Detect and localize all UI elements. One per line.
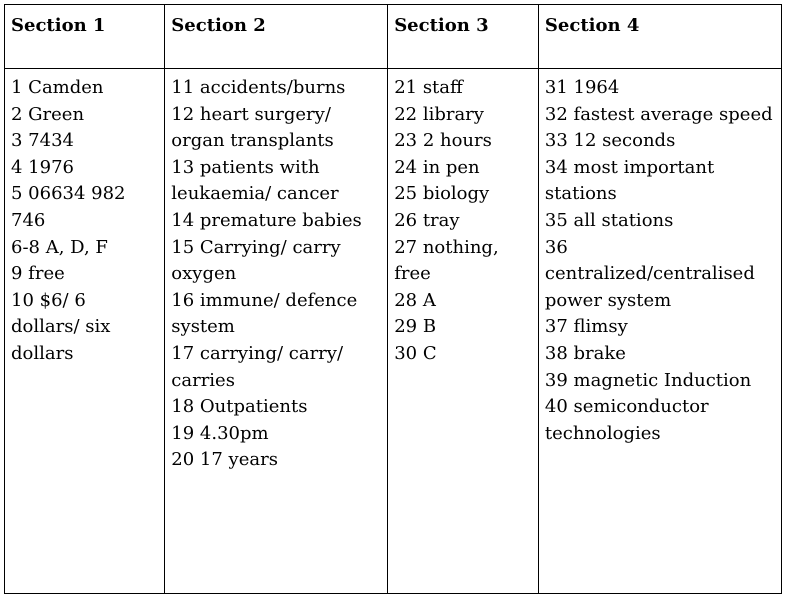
section-2-header: Section 2 [164, 4, 389, 69]
answer-item: 30 C [394, 342, 437, 364]
answer-item: 24 in pen [394, 156, 480, 178]
answer-item: 17 carrying/ carry/ carries [171, 342, 344, 391]
answer-item: 5 06634 982 746 [11, 183, 126, 231]
answer-item: 39 magnetic Induction [544, 369, 752, 391]
answer-item: 33 12 seconds [544, 130, 676, 152]
answer-item: 14 premature babies [171, 209, 362, 231]
answer-item: 26 tray [394, 209, 460, 231]
section-1-header: Section 1 [3, 4, 166, 69]
answer-item: 25 biology [394, 183, 490, 205]
header-row: Section 1 Section 2 Section 3 Section 4 [3, 4, 783, 69]
section-4-answers: 31 1964 32 fastest average speed 33 12 s… [537, 68, 783, 594]
answer-item: 9 free [11, 263, 65, 285]
answer-item: 1 Camden [11, 77, 104, 98]
section-4-header: Section 4 [537, 4, 783, 69]
answer-item: 31 1964 [544, 77, 620, 98]
answer-item: 18 Outpatients [171, 396, 308, 418]
answer-item: 40 semiconductor technologies [544, 396, 709, 444]
section-2-answers: 11 accidents/burns 12 heart surgery/ org… [164, 68, 389, 594]
answer-item: 19 4.30pm [171, 422, 269, 444]
answer-item: 10 $6/ 6 dollars/ six dollars [11, 289, 111, 364]
answer-item: 20 17 years [171, 449, 278, 471]
answer-item: 22 library [394, 103, 484, 125]
answer-item: 3 7434 [11, 130, 74, 152]
answer-item: 34 most important stations [544, 156, 715, 205]
section-3-answers: 21 staff 22 library 23 2 hours 24 in pen… [387, 68, 539, 594]
answer-item: 35 all stations [544, 209, 674, 231]
answers-row: 1 Camden 2 Green 3 7434 4 1976 5 06634 9… [3, 68, 783, 594]
section-1-answers: 1 Camden 2 Green 3 7434 4 1976 5 06634 9… [3, 68, 166, 594]
answer-item: 23 2 hours [394, 130, 492, 152]
answer-item: 6-8 A, D, F [11, 236, 108, 258]
answer-item: 16 immune/ defence system [171, 289, 358, 338]
answer-item: 36 centralized/centralised power system [544, 236, 755, 311]
answer-item: 27 nothing, free [394, 236, 499, 285]
answer-item: 12 heart surgery/ organ transplants [171, 103, 334, 152]
answer-item: 29 B [394, 316, 437, 338]
section-3-header: Section 3 [387, 4, 539, 69]
answer-key-table: Section 1 Section 2 Section 3 Section 4 … [3, 4, 783, 594]
answer-item: 11 accidents/burns [171, 77, 346, 98]
answer-item: 4 1976 [11, 156, 74, 178]
answer-item: 38 brake [544, 342, 626, 364]
answer-item: 13 patients with leukaemia/ cancer [171, 156, 339, 205]
answer-item: 15 Carrying/ carry oxygen [171, 236, 341, 285]
answer-item: 37 flimsy [544, 316, 628, 338]
answer-item: 21 staff [394, 77, 463, 98]
answer-item: 28 A [394, 289, 436, 311]
answer-item: 32 fastest average speed [544, 103, 773, 125]
answer-item: 2 Green [11, 103, 85, 125]
